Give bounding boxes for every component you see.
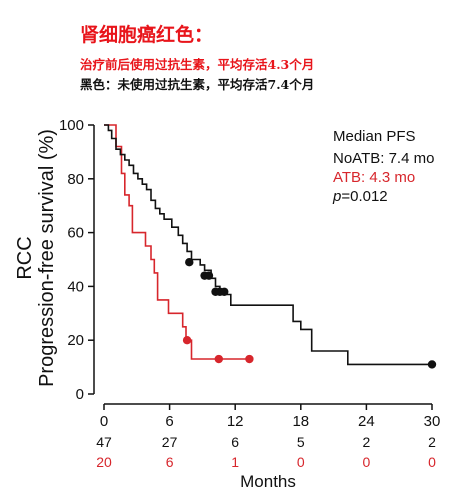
x-tick-label: 18 (292, 413, 309, 430)
x-tick-label: 12 (227, 413, 244, 430)
censor-mark-noatb (220, 287, 229, 296)
y-axis-label: Progression-free survival (%) (36, 129, 58, 387)
series-line-atb (104, 124, 250, 360)
at-risk-count-atb: 1 (231, 454, 239, 470)
at-risk-count-atb: 20 (96, 454, 112, 470)
x-tick-label: 0 (100, 413, 108, 430)
censor-mark-noatb (427, 360, 437, 369)
at-risk-count-atb: 6 (166, 454, 174, 470)
at-risk-count-noatb: 2 (428, 434, 436, 450)
atb-note: 治疗前后使用过抗生素，平均存活4.3个月 (80, 57, 315, 72)
y-tick-label: 0 (76, 386, 84, 403)
censor-mark-atb (245, 354, 254, 364)
chart-title: 肾细胞癌红色： (80, 24, 214, 46)
at-risk-count-atb: 0 (363, 454, 371, 470)
censor-mark-noatb (204, 271, 214, 280)
x-tick-label: 6 (165, 413, 173, 430)
at-risk-count-noatb: 47 (96, 434, 112, 450)
at-risk-count-noatb: 27 (162, 434, 178, 450)
x-tick-label: 24 (358, 413, 375, 430)
legend-title: Median PFS (333, 128, 416, 145)
y-tick-label: 100 (59, 117, 84, 134)
censor-mark-atb (182, 336, 192, 345)
x-axis-label: Months (240, 472, 296, 491)
series-line-noatb (104, 124, 432, 366)
y-tick-label: 40 (67, 278, 84, 295)
noatb-note: 黑色：未使用过抗生素，平均存活7.4个月 (80, 77, 315, 92)
y-axis-label-top: RCC (14, 236, 36, 279)
legend-entry-atb: ATB: 4.3 mo (333, 169, 415, 186)
at-risk-count-atb: 0 (428, 454, 436, 470)
p-number: =0.012 (341, 188, 387, 205)
legend-p-value: p=0.012 (332, 188, 388, 205)
at-risk-count-noatb: 2 (363, 434, 371, 450)
y-tick-label: 20 (67, 332, 84, 349)
at-risk-count-atb: 0 (297, 454, 305, 470)
y-tick-label: 60 (67, 225, 84, 242)
censor-mark-noatb (185, 257, 194, 267)
at-risk-count-noatb: 6 (231, 434, 239, 450)
at-risk-count-noatb: 5 (297, 434, 305, 450)
x-tick-label: 30 (424, 413, 441, 430)
p-symbol: p (332, 188, 341, 205)
censor-mark-atb (214, 354, 223, 364)
legend-entry-noatb: NoATB: 7.4 mo (333, 150, 434, 167)
y-tick-label: 80 (67, 171, 84, 188)
